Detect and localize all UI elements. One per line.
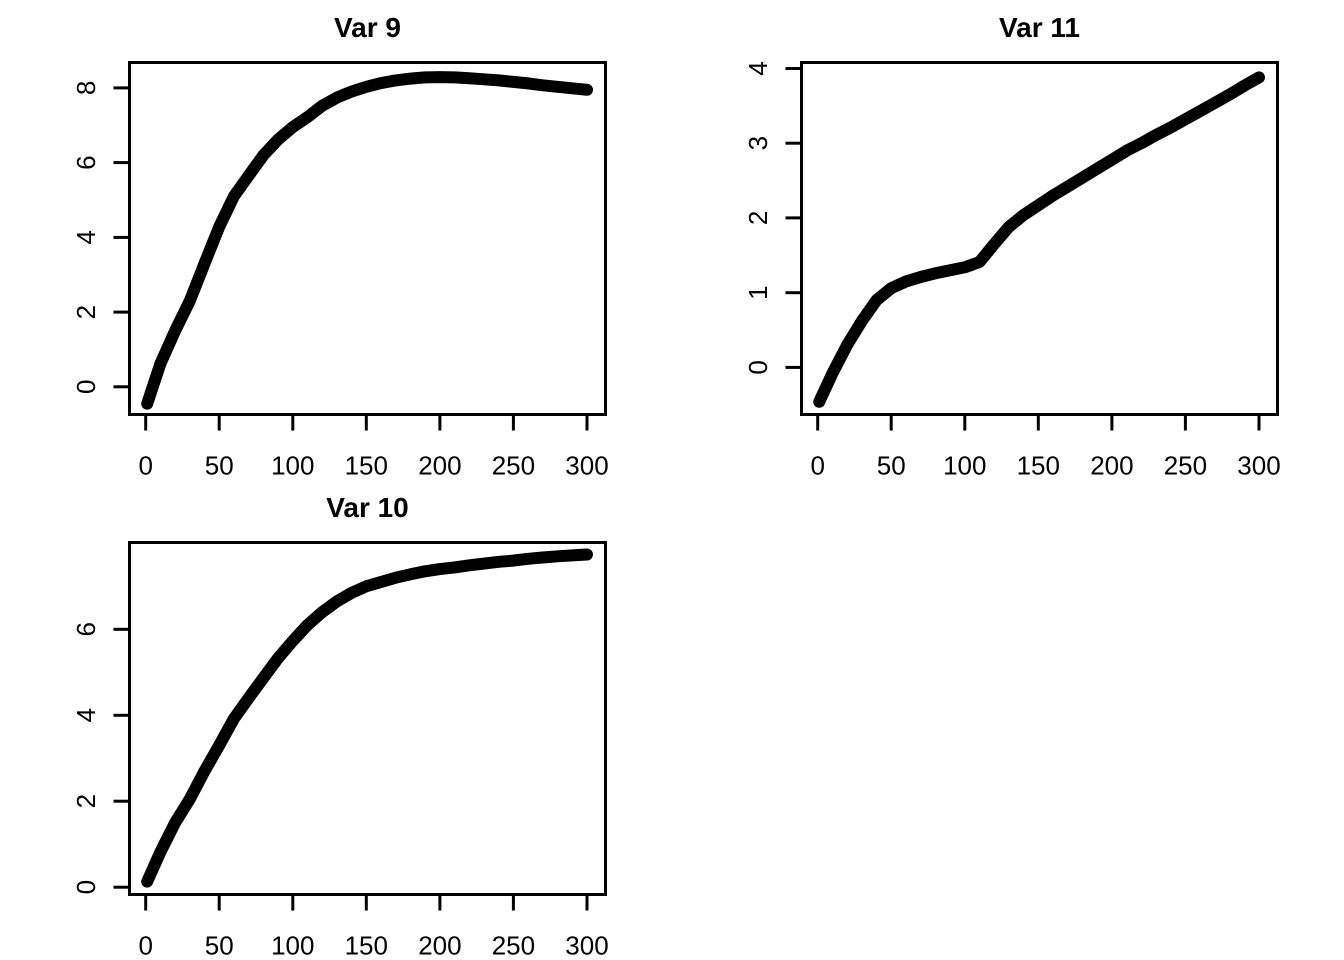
plot-var11-svg: 0 50 100 150 200 250 300 0 1 2 3 4 (743, 61, 1281, 481)
data-curve (813, 71, 1265, 408)
y-axis-tick-label: 4 (71, 708, 101, 722)
x-axis-tick-label: 0 (138, 931, 152, 960)
data-curve (141, 548, 593, 888)
x-axis-tick-label: 50 (205, 451, 234, 481)
plot-frame (128, 61, 607, 416)
y-axis-tick-label: 0 (71, 880, 101, 894)
y-axis-tick-label: 4 (743, 61, 773, 75)
y-axis-tick-label: 8 (71, 81, 101, 95)
plot-frame (128, 541, 607, 896)
plot-frame (800, 61, 1279, 416)
plot-title-var10: Var 10 (326, 492, 409, 523)
plot-var10-svg: 0 50 100 150 200 250 300 0 2 4 6 (71, 541, 609, 960)
y-axis-tick-label: 1 (743, 285, 773, 299)
y-axis-tick-label: 2 (71, 305, 101, 319)
x-axis-tick-label: 300 (1237, 451, 1280, 481)
y-axis-tick-label: 2 (71, 794, 101, 808)
y-axis-tick-label: 2 (743, 211, 773, 225)
y-axis-tick-label: 6 (71, 622, 101, 636)
x-axis-tick-label: 0 (810, 451, 824, 481)
x-axis-tick-label: 200 (1090, 451, 1133, 481)
data-curve (141, 71, 593, 410)
x-axis-tick-label: 200 (418, 451, 461, 481)
x-axis-tick-label: 150 (345, 931, 388, 960)
y-axis-tick-label: 0 (743, 360, 773, 374)
plot-title-var11: Var 11 (999, 12, 1080, 43)
x-axis-tick-label: 300 (565, 931, 608, 960)
y-axis-tick-label: 0 (71, 380, 101, 394)
x-axis-tick-label: 150 (1017, 451, 1060, 481)
x-axis-tick-label: 100 (943, 451, 986, 481)
x-axis-tick-label: 250 (492, 451, 535, 481)
y-axis-tick-label: 3 (743, 136, 773, 150)
plot-var9-svg: 0 50 100 150 200 250 300 0 2 4 6 8 (71, 61, 609, 481)
x-axis-tick-label: 250 (492, 931, 535, 960)
x-axis-tick-label: 100 (271, 931, 314, 960)
x-axis-tick-label: 50 (205, 931, 234, 960)
x-axis-tick-label: 150 (345, 451, 388, 481)
plot-title-var9: Var 9 (334, 12, 401, 43)
x-axis-tick-label: 250 (1164, 451, 1207, 481)
x-axis-tick-label: 200 (418, 931, 461, 960)
x-axis-tick-label: 50 (877, 451, 906, 481)
x-axis-tick-label: 0 (138, 451, 152, 481)
y-axis-tick-label: 6 (71, 155, 101, 169)
x-axis-tick-label: 100 (271, 451, 314, 481)
x-axis-tick-label: 300 (565, 451, 608, 481)
plot-panel-var11: 0 50 100 150 200 250 300 0 1 2 3 4 Var 11 (672, 0, 1344, 480)
plot-panel-var9: 0 50 100 150 200 250 300 0 2 4 6 8 Var 9 (0, 0, 672, 480)
y-axis-tick-label: 4 (71, 230, 101, 244)
empty-panel (672, 480, 1344, 960)
plot-panel-var10: 0 50 100 150 200 250 300 0 2 4 6 Var 10 (0, 480, 672, 960)
